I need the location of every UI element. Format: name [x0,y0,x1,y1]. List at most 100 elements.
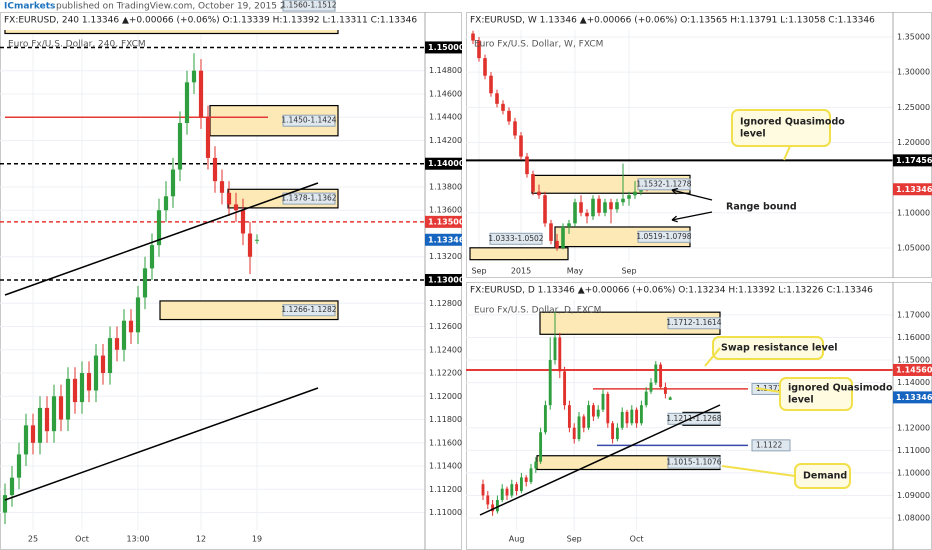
callout [779,377,853,411]
zone [469,247,569,261]
y-tick-label: 1.12600 [429,322,462,331]
candle-body [254,239,260,241]
y-tick-label: 1.15000 [897,356,930,365]
y-tick-label: 1.17000 [897,310,930,319]
candle-body [537,191,541,196]
chart-subtitle: Euro Fx/U.S. Dollar, 240, FXCM [8,40,146,50]
candle-body [219,181,225,193]
callout-pointer [721,465,796,477]
candle-body [561,226,565,248]
callout-pointer [783,145,791,161]
arrow-head [671,215,678,223]
x-tick-label: May [567,267,584,276]
candle-body [128,320,134,333]
candle-body [79,373,85,403]
candle-body [156,210,162,246]
y-tick-label: 1.11000 [429,508,462,517]
candle-body [72,378,78,403]
candle-body [577,416,581,440]
candle-body [114,338,120,350]
candle-body [30,425,36,443]
y-tick-label: 1.11600 [429,438,462,447]
candle-body [121,320,127,350]
zone-label: 1.1560-1.1512 [281,1,336,10]
zone-label-box [637,230,691,243]
trend-line [4,387,319,501]
candle-body [615,202,619,210]
zone-label-box [667,456,721,469]
candle-body [649,382,653,392]
annotation: Range bound [726,202,797,213]
candle-body [606,393,610,424]
candle-body [198,70,204,118]
candle-body [663,387,667,394]
level-label: 1.14000 [428,159,465,168]
candle-body [135,297,141,333]
candle-body [58,396,64,420]
y-tick-label: 1.25000 [897,103,930,112]
zone [4,30,339,35]
level-label-box [425,157,462,170]
y-tick-label: 1.12200 [429,369,462,378]
brand: ICmarkets [4,2,55,12]
y-tick-label: 1.13200 [429,252,462,261]
candle-body [501,103,505,111]
candle-body [524,477,528,482]
arrow-head [671,187,678,195]
zone-label-box [667,317,721,330]
y-tick-label: 1.14800 [429,66,462,75]
candle-body [481,484,485,496]
annotation: level [740,129,766,140]
candle-body [23,425,29,455]
candle-body [587,405,591,428]
candle-body [603,202,607,213]
annotation: Ignored Quasimodo [740,117,845,128]
y-tick-label: 1.12000 [429,392,462,401]
line-label-box [751,439,791,452]
candle-body [659,364,663,388]
candle-body [519,477,523,491]
candle-body [654,364,658,383]
candle-body [621,198,625,203]
callout [731,109,831,147]
y-tick-label: 1.13600 [429,206,462,215]
candle-body [486,495,490,505]
zone-label-box [489,232,543,245]
candle-body [163,196,169,211]
callout-pointer [704,347,721,367]
candle-body [226,192,232,205]
x-tick-label: 12 [196,535,206,544]
y-tick-label: 1.14200 [429,136,462,145]
candle-body [507,110,511,122]
x-tick-label: Sep [567,535,582,544]
candle-body [615,427,619,440]
x-tick-label: Sep [621,267,636,276]
line-label: 1.1372 [756,384,782,393]
y-tick-label: 1.12800 [429,299,462,308]
y-tick-label: 1.10000 [897,468,930,477]
candle-body [191,70,197,83]
annotation: Demand [803,471,847,482]
zone-label-box [282,304,336,317]
candle-body [639,405,643,424]
candle-body [500,488,504,500]
last-price-label: 1.13346 [896,393,932,402]
level-label: 1.15000 [428,43,465,52]
candle-body [633,191,637,196]
chart-header: FX:EURUSD, W 1.13346 ▲+0.00066 (+0.06%) … [470,16,875,26]
candle-body [495,93,499,104]
candle-body [596,409,600,417]
last-price-box [425,233,462,246]
candle-body [567,405,571,428]
zone-label: 1.1266-1.1282 [281,305,336,314]
arrow [671,189,713,201]
y-tick-label: 1.30000 [897,68,930,77]
y-tick-label: 1.12000 [897,423,930,432]
y-tick-label: 1.11200 [429,485,462,494]
level-label-box [425,274,462,286]
annotation: Swap resistance level [721,343,838,354]
candle-body [611,423,615,440]
y-tick-label: 1.11000 [897,446,930,455]
candle-body [483,58,487,76]
